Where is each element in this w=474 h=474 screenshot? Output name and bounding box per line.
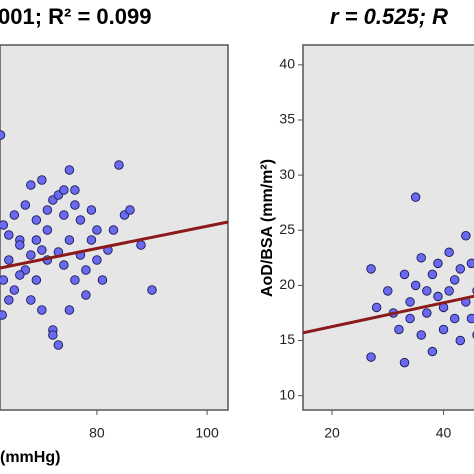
x-tick-label: 80 [89,425,105,441]
point [383,286,393,296]
point [81,265,91,275]
point [31,235,42,245]
point [422,286,432,296]
chart-title: r = 0.525; R [330,4,448,29]
point [366,352,376,362]
y-tick-label: 15 [279,331,295,347]
y-tick-label: 40 [279,56,295,72]
y-tick-label: 10 [279,386,295,402]
point [438,324,449,335]
fit-line [302,294,474,335]
point [455,335,466,346]
point [59,210,69,220]
point [0,310,7,320]
x-axis-label: (mmHg) [0,449,60,466]
point [433,258,443,269]
point [31,215,42,225]
point [455,264,466,274]
point [405,313,415,324]
point [37,245,47,255]
y-tick-label: 35 [279,111,295,127]
point [59,260,69,270]
point [15,270,25,280]
point [53,340,64,350]
point [42,205,53,215]
point [92,225,102,235]
point [366,264,376,274]
point [371,302,382,313]
point [444,247,454,258]
point [70,200,80,210]
point [97,275,108,285]
point [70,185,80,195]
point [64,305,75,315]
point [15,240,25,250]
point [461,231,471,241]
point [410,192,421,202]
chart-title: 001; R² = 0.099 [0,4,151,29]
point [0,275,9,285]
point [433,291,443,302]
point [26,180,36,190]
point [37,175,47,185]
point [136,240,146,250]
point [466,258,474,269]
point [75,215,86,225]
point [147,285,157,295]
y-tick-label: 25 [279,221,295,237]
point [64,165,75,175]
point [399,357,410,368]
point [108,225,119,235]
point [31,275,42,285]
point [9,285,20,295]
point [444,286,454,296]
point [9,210,20,220]
point [92,255,102,265]
point [0,130,6,140]
x-tick-label: 100 [195,425,219,441]
y-axis-label: AoD/BSA (mm/m²) [259,159,276,297]
point [42,225,53,235]
point [81,290,91,300]
fit-line [0,220,229,270]
point [114,160,124,170]
y-tick-label: 20 [279,276,295,292]
point [86,205,97,215]
point [48,330,58,340]
point [70,275,80,285]
point [59,185,69,195]
point [399,269,410,280]
x-tick-label: 20 [324,425,340,441]
point [64,235,75,245]
point [466,313,474,324]
point [416,330,426,340]
x-tick-label: 40 [436,425,452,441]
point [37,305,47,315]
point [4,255,14,265]
point [86,235,97,245]
point [4,295,14,305]
point [125,205,135,215]
point [405,297,415,307]
y-tick-label: 30 [279,166,295,182]
point [422,308,432,318]
point [0,220,9,230]
point [449,313,460,324]
plot-area [302,44,474,411]
point [26,295,36,305]
point [427,269,438,280]
point [26,250,36,260]
point [427,346,438,357]
point [4,230,14,240]
point [449,275,460,285]
point [20,200,31,210]
point [410,280,421,291]
point [394,324,404,335]
point [416,253,426,263]
